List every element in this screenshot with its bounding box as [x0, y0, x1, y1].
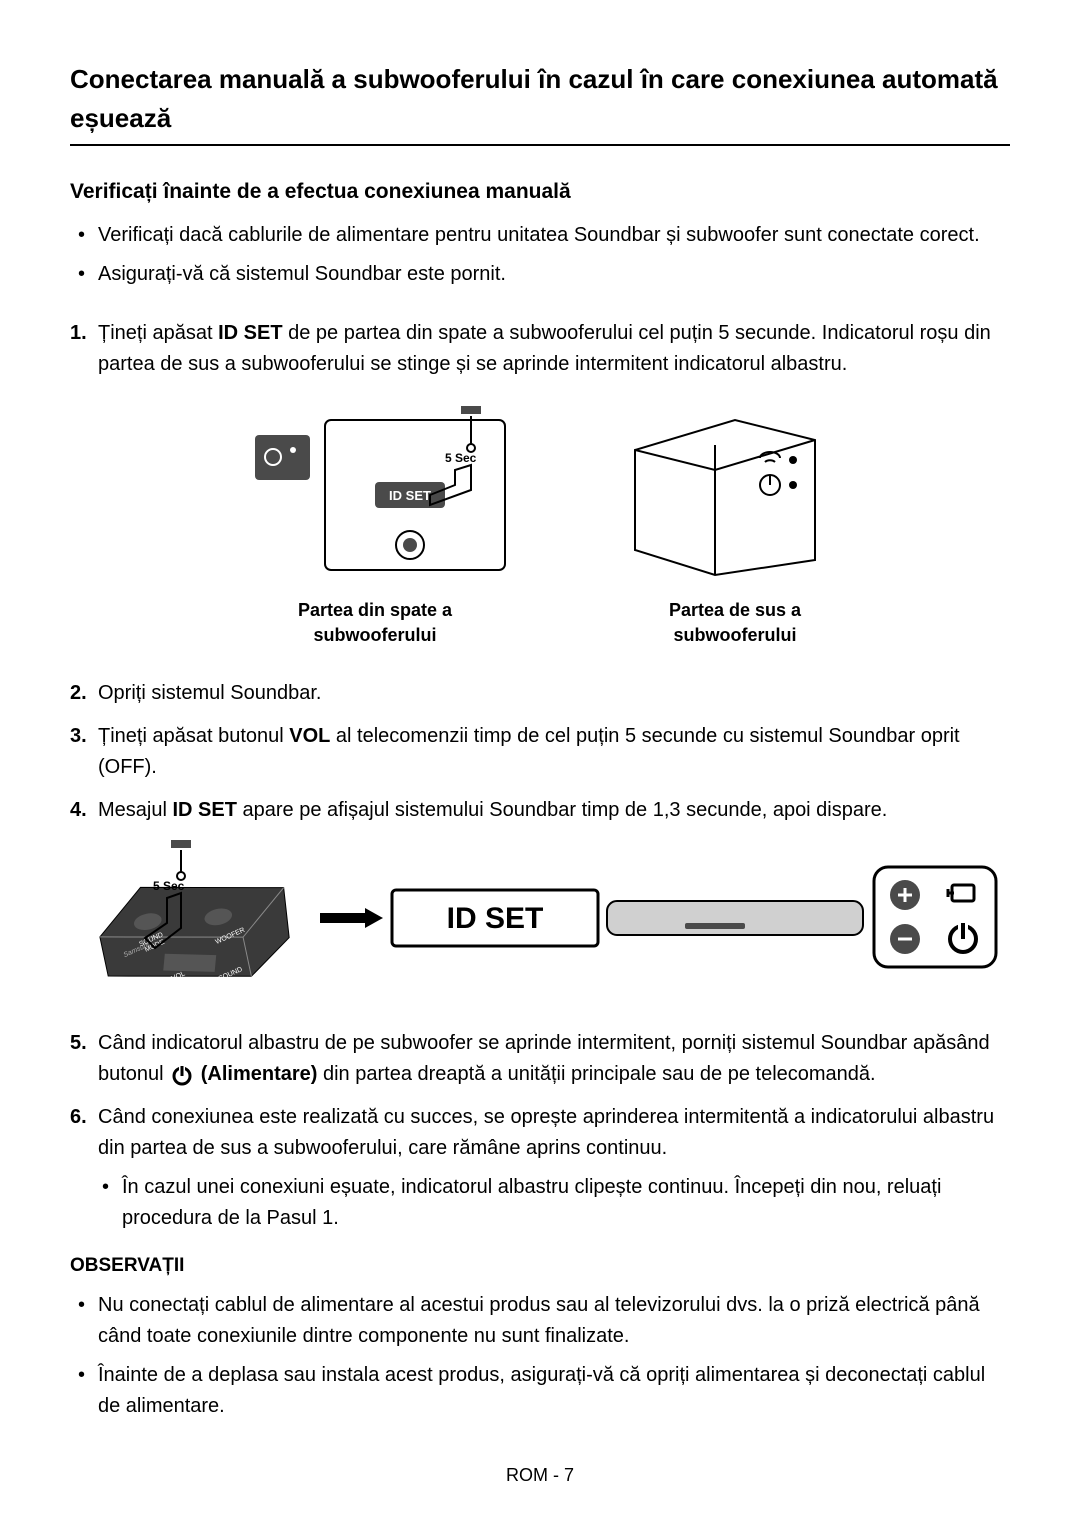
list-item: Înainte de a deplasa sau instala acest p… [98, 1360, 1010, 1422]
numbered-steps: 1. Țineți apăsat ID SET de pe partea din… [70, 318, 1010, 380]
soundbar-icon [605, 893, 865, 943]
figure-row-1: ID SET 5 Sec Partea din spate a subwoofe… [70, 400, 1010, 648]
subwoofer-top-icon [615, 400, 855, 580]
step-text: Opriți sistemul Soundbar. [98, 682, 321, 704]
svg-text:ID SET: ID SET [389, 488, 431, 503]
svg-text:5 Sec: 5 Sec [445, 451, 477, 465]
pre-bullet-list: Verificați dacă cablurile de alimentare … [70, 220, 1010, 290]
step-1: 1. Țineți apăsat ID SET de pe partea din… [98, 318, 1010, 380]
step-text: Mesajul [98, 799, 172, 821]
step-bold: ID SET [218, 322, 282, 344]
step-text: Când conexiunea este realizată cu succes… [98, 1106, 994, 1159]
step-bold: ID SET [172, 799, 236, 821]
svg-text:5 Sec: 5 Sec [153, 879, 185, 893]
step-5: 5. Când indicatorul albastru de pe subwo… [98, 1028, 1010, 1090]
step-bold: (Alimentare) [201, 1063, 318, 1085]
figure-caption: Partea din spate a subwooferului [225, 598, 525, 648]
sub-heading: Verificați înainte de a efectua conexiun… [70, 176, 1010, 208]
sub-bullet-list: În cazul unei conexiuni eșuate, indicato… [98, 1172, 1010, 1234]
svg-text:ID SET: ID SET [447, 902, 544, 935]
list-item: Nu conectați cablul de alimentare al ace… [98, 1290, 1010, 1352]
list-item: În cazul unei conexiuni eșuate, indicato… [122, 1172, 1010, 1234]
step-text: din partea dreaptă a unității principale… [317, 1063, 875, 1085]
main-heading: Conectarea manuală a subwooferului în ca… [70, 60, 1010, 146]
list-item: Asigurați-vă că sistemul Soundbar este p… [98, 259, 1010, 290]
figure-caption: Partea de sus a subwooferului [615, 598, 855, 648]
control-panel-icon [870, 863, 1000, 973]
step-number: 3. [70, 721, 87, 752]
arrow-icon [315, 898, 385, 938]
step-4: 4. Mesajul ID SET apare pe afișajul sist… [98, 795, 1010, 826]
step-text: Țineți apăsat butonul [98, 725, 289, 747]
power-icon [171, 1064, 193, 1086]
list-item: Verificați dacă cablurile de alimentare … [98, 220, 1010, 251]
step-3: 3. Țineți apăsat butonul VOL al telecome… [98, 721, 1010, 783]
step-number: 5. [70, 1028, 87, 1059]
step-6: 6. Când conexiunea este realizată cu suc… [98, 1102, 1010, 1234]
step-text: apare pe afișajul sistemului Soundbar ti… [237, 799, 887, 821]
numbered-steps-cont: 2. Opriți sistemul Soundbar. 3. Țineți a… [70, 678, 1010, 826]
step-number: 6. [70, 1102, 87, 1133]
remote-icon: SOUND MODE WOOFER VOL SOUND Samsung 5 Se… [80, 838, 310, 998]
step-2: 2. Opriți sistemul Soundbar. [98, 678, 1010, 709]
step-number: 2. [70, 678, 87, 709]
figure-back-subwoofer: ID SET 5 Sec Partea din spate a subwoofe… [225, 400, 525, 648]
notes-list: Nu conectați cablul de alimentare al ace… [70, 1290, 1010, 1422]
step-text: Țineți apăsat [98, 322, 218, 344]
step-number: 1. [70, 318, 87, 349]
notes-heading: OBSERVAȚII [70, 1252, 1010, 1281]
display-idset-icon: ID SET [390, 878, 600, 958]
numbered-steps-cont2: 5. Când indicatorul albastru de pe subwo… [70, 1028, 1010, 1234]
subwoofer-back-icon: ID SET 5 Sec [225, 400, 525, 580]
figure-top-subwoofer: Partea de sus a subwooferului [615, 400, 855, 648]
step-number: 4. [70, 795, 87, 826]
step-bold: VOL [289, 725, 330, 747]
page-number: ROM - 7 [70, 1462, 1010, 1489]
figure-row-2: SOUND MODE WOOFER VOL SOUND Samsung 5 Se… [70, 838, 1010, 998]
